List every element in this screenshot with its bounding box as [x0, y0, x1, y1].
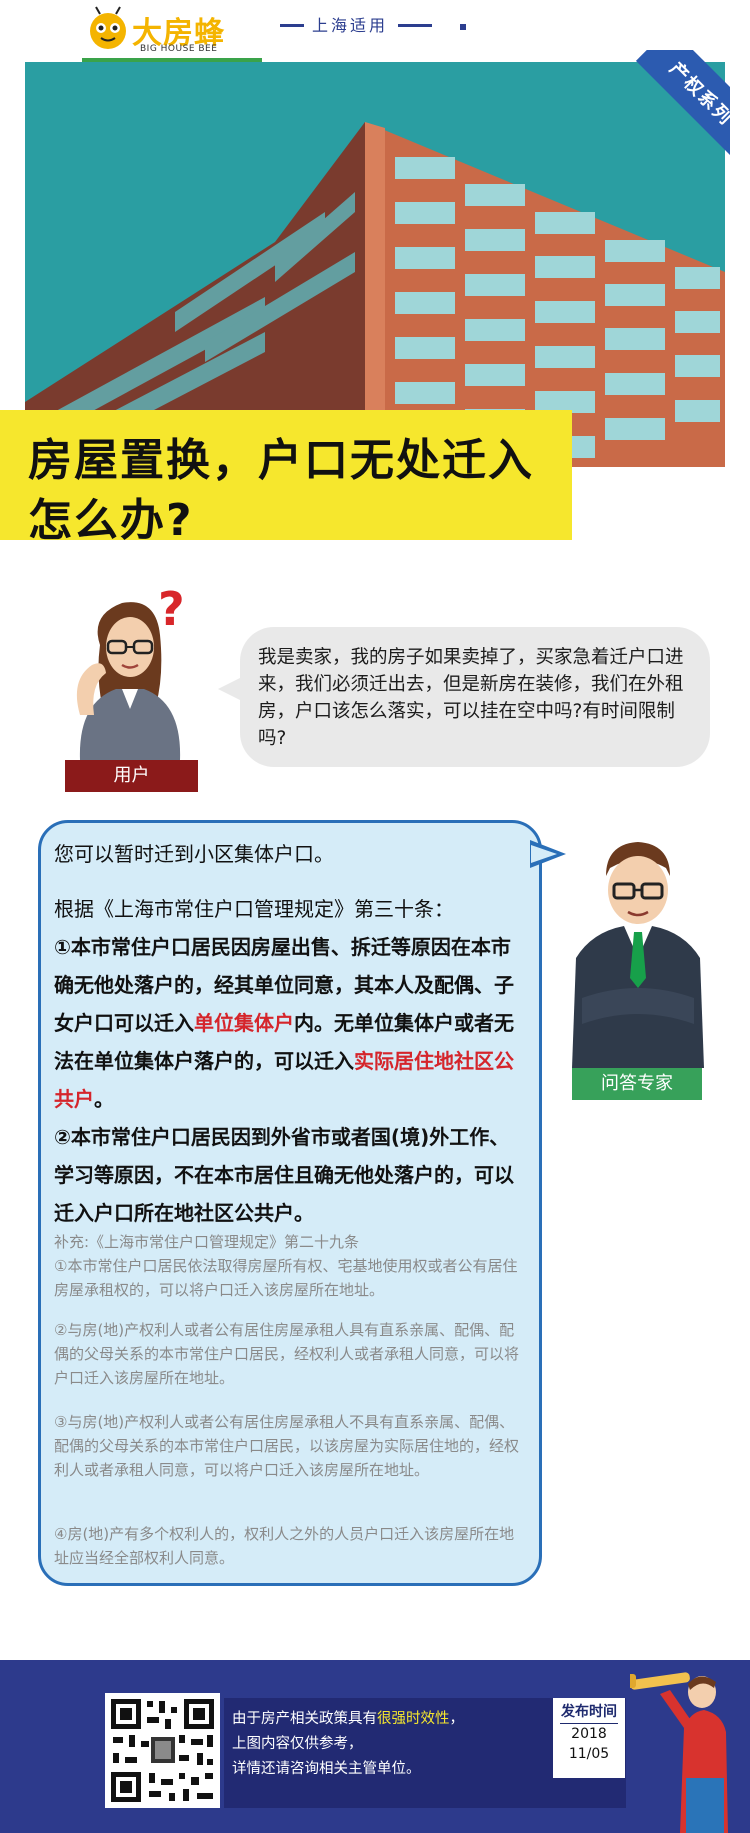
answer-point-1: ①本市常住户口居民因房屋出售、拆迁等原因在本市确无他处落户的，经其单位同意，其本…	[54, 928, 524, 1118]
publish-date-month-day: 11/05	[568, 1746, 610, 1762]
supplement-item: ①本市常住户口居民依法取得房屋所有权、宅基地使用权或者公有居住房屋承租权的，可以…	[54, 1257, 518, 1299]
publish-date-title: 发布时间	[561, 1704, 617, 1720]
publish-date-divider	[560, 1723, 618, 1724]
brand-name: 大房蜂	[132, 16, 225, 51]
header-accent-bar	[82, 58, 262, 62]
header-divider-right	[398, 24, 432, 27]
notice-highlight: 很强时效性	[377, 1711, 450, 1727]
notice-text: 由于房产相关政策具有很强时效性， 上图内容仅供参考， 详情还请咨询相关主管单位。	[232, 1707, 552, 1782]
answer-bubble	[38, 820, 542, 1586]
header-dot	[460, 24, 466, 30]
supplement-item: ③与房(地)产权利人或者公有居住房屋承租人不具有直系亲属、配偶、配偶的父母关系的…	[54, 1413, 520, 1479]
notice-text-b: ，	[449, 1711, 465, 1727]
supplement-title: 补充:《上海市常住户口管理规定》第二十九条	[54, 1233, 360, 1251]
expert-avatar-icon	[572, 842, 704, 1068]
point-1-text-c: 。	[94, 1087, 114, 1111]
answer-lead: 您可以暂时迁到小区集体户口。	[54, 842, 334, 866]
brand-subtitle: BIG HOUSE BEE	[140, 44, 218, 54]
user-avatar-icon	[76, 602, 181, 760]
point-1-highlight-unit: 单位集体户	[194, 1011, 294, 1035]
expert-role-label: 问答专家	[572, 1068, 702, 1100]
hero-image	[25, 62, 725, 467]
telescope-scout-icon	[630, 1672, 728, 1833]
bee-logo-icon	[90, 6, 126, 49]
point-1-text-b: 内。无单位集体户或者无法在单位集体户落户的，可以迁入	[54, 1011, 514, 1073]
answer-point-2: ②本市常住户口居民因到外省市或者国(境)外工作、学习等原因，不在本市居住且确无他…	[54, 1125, 514, 1225]
qr-code-icon[interactable]	[105, 1693, 220, 1808]
question-bubble	[218, 627, 710, 767]
point-1-highlight-community: 实际居住地社区公共户	[54, 1049, 514, 1111]
notice-line-1: 由于房产相关政策具有很强时效性，	[232, 1707, 552, 1732]
header-divider-left	[280, 24, 304, 27]
notice-line-3: 详情还请咨询相关主管单位。	[232, 1761, 421, 1777]
user-role-label: 用户	[65, 760, 198, 792]
headline-line-2: 怎么办?	[28, 495, 194, 546]
publish-date-box	[553, 1698, 625, 1778]
answer-bubble-tail-fill	[531, 845, 557, 863]
notice-text-a: 由于房产相关政策具有	[232, 1711, 377, 1727]
publish-date-year: 2018	[571, 1726, 607, 1742]
answer-reference: 根据《上海市常住户口管理规定》第三十条：	[54, 897, 454, 921]
headline-background	[0, 410, 572, 540]
series-badge: 产权系列	[610, 50, 730, 170]
supplement-item: ④房(地)产有多个权利人的，权利人之外的人员户口迁入该房屋所在地址应当经全部权利…	[54, 1525, 515, 1567]
notice-line-2: 上图内容仅供参考，	[232, 1736, 363, 1752]
city-label: 上海适用	[312, 16, 389, 35]
supplement-item: ②与房(地)产权利人或者公有居住房屋承租人具有直系亲属、配偶、配偶的父母关系的本…	[54, 1321, 520, 1387]
point-1-text-a: ①本市常住户口居民因房屋出售、拆迁等原因在本市确无他处落户的，经其单位同意，其本…	[54, 935, 514, 1035]
page-header: 大房蜂 BIG HOUSE BEE 上海适用	[0, 0, 750, 62]
question-mark-icon: ?	[158, 582, 185, 636]
question-text: 我是卖家，我的房子如果卖掉了，买家急着迁户口进来，我们必须迁出去，但是新房在装修…	[258, 647, 684, 749]
headline-line-1: 房屋置换，户口无处迁入	[28, 435, 534, 486]
